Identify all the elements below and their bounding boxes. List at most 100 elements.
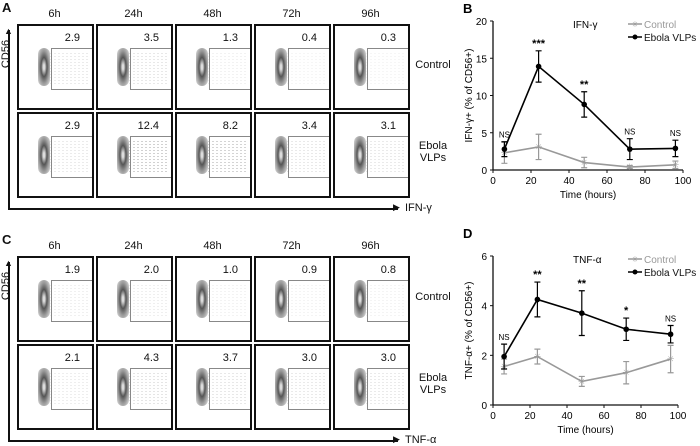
scatter-dots [128, 140, 168, 172]
y-tick-label: 5 [481, 129, 487, 140]
gate-percentage: 12.4 [137, 120, 159, 132]
series-line-ebola-vlps [503, 298, 671, 357]
data-point [535, 63, 542, 70]
data-point: ✳ [534, 352, 542, 362]
x-tick-label: 0 [490, 411, 496, 422]
x-axis-label: Time (hours) [560, 190, 616, 201]
gate-percentage: 3.5 [143, 32, 159, 44]
time-label: 72h [282, 8, 301, 20]
cell-population [117, 48, 129, 86]
gate-percentage: 3.0 [380, 352, 396, 364]
error-bar [581, 91, 588, 118]
gate-percentage: 0.9 [301, 264, 317, 276]
x-tick-label: 40 [563, 176, 575, 187]
scatter-dots [365, 52, 405, 84]
flow-plot: 0.9 [254, 256, 331, 342]
cell-population [275, 136, 287, 174]
data-point [672, 145, 679, 152]
data-point: ✳ [500, 362, 508, 372]
x-tick-label: 20 [525, 176, 537, 187]
error-bar [672, 160, 679, 170]
gate-rectangle [288, 280, 329, 322]
error-bar [501, 141, 508, 158]
scatter-dots [128, 372, 168, 404]
cell-population [275, 368, 287, 406]
scatter-dots [365, 372, 405, 404]
x-tick-label: 80 [635, 411, 647, 422]
series-line-ebola-vlps [503, 65, 676, 150]
gate-percentage: 0.4 [301, 32, 317, 44]
gate-rectangle [367, 368, 408, 410]
y-axis-label: CD56 [0, 39, 13, 69]
data-point [501, 146, 508, 152]
gate-percentage: 2.1 [64, 352, 80, 364]
gate-rectangle [288, 136, 329, 178]
x-axis [8, 208, 398, 210]
time-label: 96h [361, 8, 380, 20]
x-tick-label: 100 [675, 176, 692, 187]
data-point: ✳ [580, 158, 588, 168]
y-tick-label: 0 [481, 166, 487, 177]
time-label: 24h [124, 240, 143, 252]
panel-label: D [463, 226, 472, 241]
significance-label: ** [533, 269, 542, 281]
legend-marker [632, 269, 638, 275]
legend-entry: Ebola VLPs [644, 33, 696, 44]
chart-title: TNF-α [573, 255, 602, 266]
flow-plot: 3.1 [333, 112, 410, 198]
y-axis [8, 262, 10, 442]
gate-rectangle [288, 48, 329, 90]
error-bar [534, 348, 541, 365]
significance-label: NS [665, 315, 676, 324]
scatter-dots [207, 372, 247, 404]
gate-percentage: 2.0 [143, 264, 159, 276]
error-bar [626, 138, 633, 161]
gate-percentage: 3.0 [301, 352, 317, 364]
legend-entry: Ebola VLPs [644, 268, 696, 279]
y-tick-label: 0 [481, 401, 487, 412]
flow-plot: 8.2 [175, 112, 252, 198]
gate-rectangle [209, 48, 250, 90]
cell-population [38, 136, 50, 174]
flow-plot: 1.3 [175, 24, 252, 110]
x-tick-label: 20 [524, 411, 536, 422]
gate-percentage: 3.4 [301, 120, 317, 132]
data-point [579, 310, 585, 316]
error-bar [581, 156, 588, 169]
gate-percentage: 3.7 [222, 352, 238, 364]
y-axis-label: TNF-α+ (% of CD56+) [464, 281, 475, 379]
flow-plot: 3.4 [254, 112, 331, 198]
scatter-dots [207, 140, 247, 172]
flow-plot: 0.3 [333, 24, 410, 110]
gate-percentage: 1.3 [222, 32, 238, 44]
legend-entry: Control [644, 255, 676, 266]
gate-rectangle [51, 48, 92, 90]
cell-population [196, 48, 208, 86]
gate-rectangle [130, 280, 171, 322]
data-point [581, 101, 587, 108]
gate-rectangle [209, 368, 250, 410]
flow-plot: 3.5 [96, 24, 173, 110]
cell-population [196, 280, 208, 318]
data-point [623, 326, 629, 333]
error-bar [534, 281, 541, 318]
flow-plot: 0.4 [254, 24, 331, 110]
scatter-dots [128, 284, 168, 316]
legend-entry: Control [644, 20, 676, 31]
error-bar [578, 290, 585, 337]
error-bar [623, 317, 630, 342]
gate-percentage: 2.9 [64, 32, 80, 44]
gate-percentage: 4.3 [143, 352, 159, 364]
gate-rectangle [367, 136, 408, 178]
y-tick-label: 20 [476, 17, 488, 28]
cell-population [117, 136, 129, 174]
scatter-dots [207, 284, 247, 316]
gate-rectangle [51, 136, 92, 178]
time-label: 6h [48, 240, 61, 252]
y-tick-label: 6 [481, 252, 487, 263]
significance-label: ** [580, 79, 589, 91]
x-tick-label: 40 [561, 411, 573, 422]
error-bar [667, 324, 674, 344]
data-point: ✳ [672, 160, 680, 170]
y-axis-arrow-icon: ▲ [4, 26, 13, 36]
